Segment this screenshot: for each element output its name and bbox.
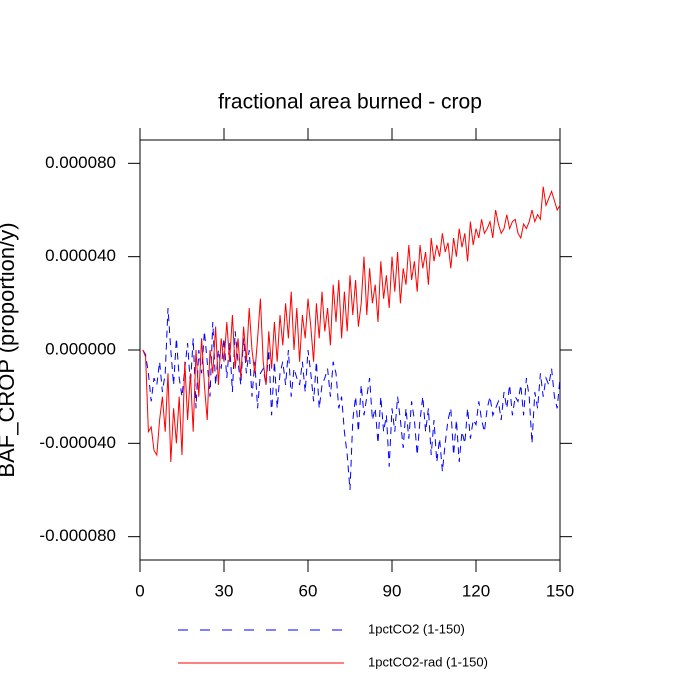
- y-tick-label: 0.000080: [45, 153, 116, 172]
- series-line: [142, 307, 561, 491]
- x-tick-label: 150: [546, 581, 574, 600]
- x-tick-label: 90: [383, 581, 402, 600]
- y-tick-label: -0.000040: [39, 433, 116, 452]
- x-tick-label: 60: [299, 581, 318, 600]
- x-tick-label: 0: [135, 581, 144, 600]
- y-tick-label: 0.000000: [45, 339, 116, 358]
- chart-title: fractional area burned - crop: [218, 91, 482, 114]
- y-tick-label: -0.000080: [39, 526, 116, 545]
- series-line: [142, 186, 561, 463]
- legend-label: 1pctCO2-rad (1-150): [368, 654, 488, 669]
- legend-label: 1pctCO2 (1-150): [368, 621, 465, 636]
- y-axis-label: BAF_CROP (proportion/y): [0, 222, 19, 477]
- x-tick-label: 120: [462, 581, 490, 600]
- y-tick-label: 0.000040: [45, 246, 116, 265]
- x-tick-label: 30: [215, 581, 234, 600]
